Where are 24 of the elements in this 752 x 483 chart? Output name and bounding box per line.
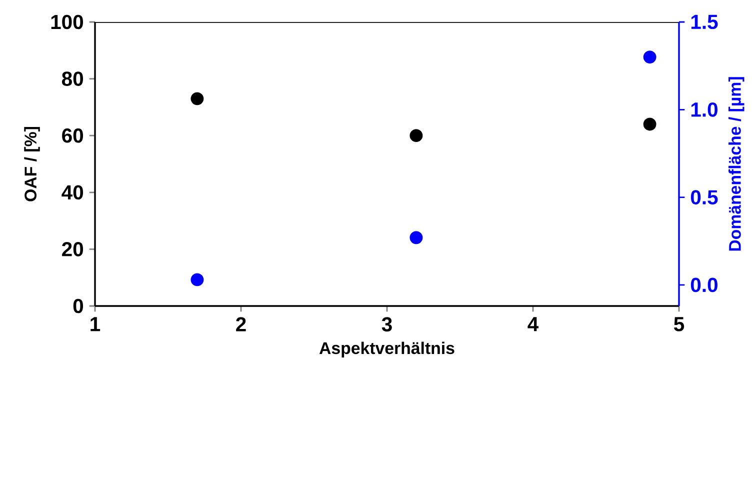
y-axis-title: OAF / [%] (24, 126, 40, 202)
x-tick-label: 5 (674, 317, 684, 332)
y-tick-label: 80 (62, 72, 84, 86)
y2-tick-label: 0.0 (690, 278, 718, 292)
y2-tick-label: 1.5 (691, 14, 718, 30)
y2-axis-title: Domänenfläche / [µm] (728, 77, 744, 251)
point (410, 231, 423, 244)
point (643, 118, 656, 131)
y-tick-label: 40 (62, 185, 84, 200)
y-tick-label: 60 (62, 128, 84, 143)
y-tick-label: 20 (62, 242, 84, 256)
x-tick-label: 3 (382, 317, 392, 332)
y2-tick-label: 0.5 (690, 190, 718, 204)
x-tick-label: 4 (528, 317, 539, 332)
x-axis-title: Aspektverhältnis (319, 342, 454, 358)
y-tick-label: 100 (51, 14, 84, 30)
y2-tick-label: 1.0 (691, 102, 718, 117)
point (643, 50, 656, 64)
point (190, 92, 204, 106)
y-tick-label: 0 (73, 298, 84, 314)
x-tick-label: 2 (236, 317, 246, 332)
x-tick-label: 1 (90, 317, 100, 332)
point (190, 273, 204, 286)
point (410, 129, 423, 142)
